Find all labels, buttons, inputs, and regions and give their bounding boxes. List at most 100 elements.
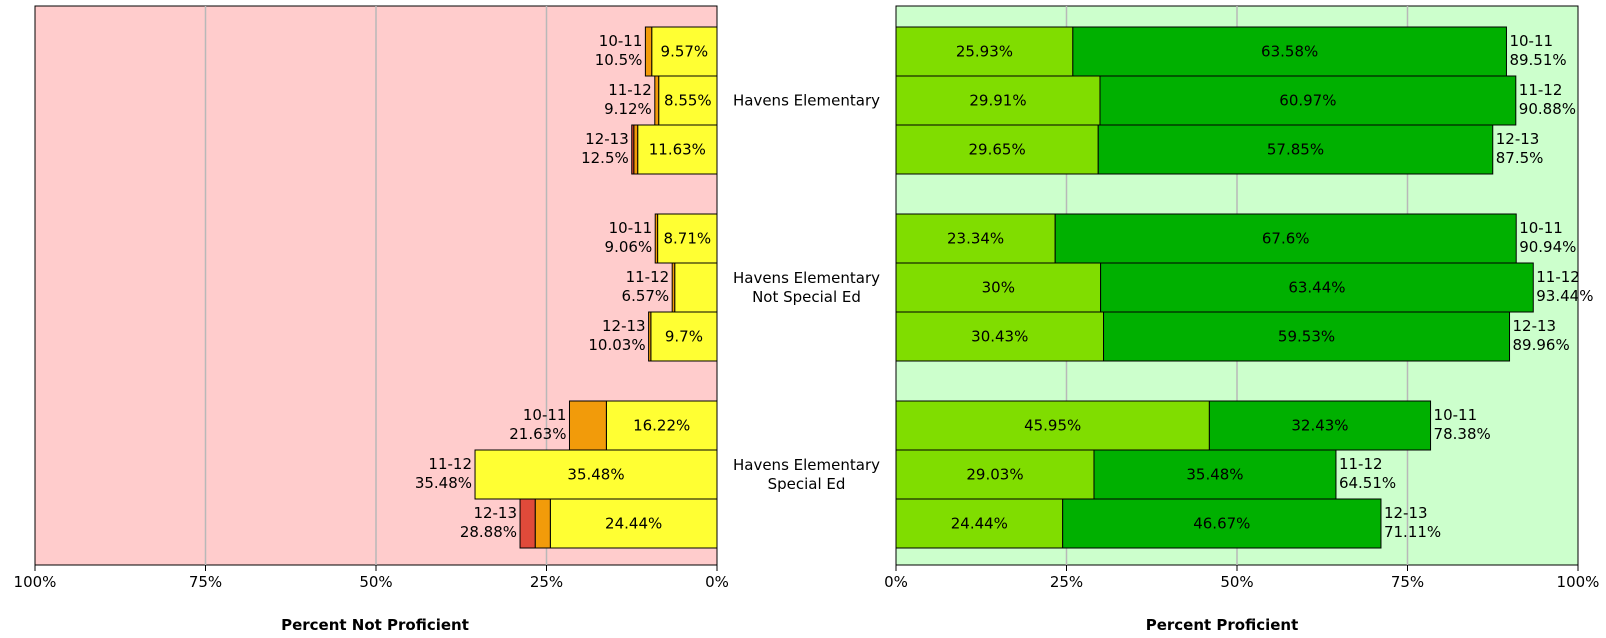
- not-proficient-segment: [674, 262, 718, 313]
- group-label: Havens Elementary: [733, 92, 880, 110]
- not-proficient-segment: [644, 26, 653, 77]
- bar-value-label: 60.97%: [1279, 92, 1336, 110]
- bar-year-label: 10-11: [599, 32, 643, 50]
- proficient-segment: [1093, 449, 1337, 500]
- bar-value-label: 35.48%: [1186, 466, 1243, 484]
- bar-value-label: 63.58%: [1261, 43, 1318, 61]
- bar-value-label: 25.93%: [956, 43, 1013, 61]
- not-proficient-segment: [568, 400, 607, 451]
- proficient-segment: [1099, 75, 1517, 126]
- bar-value-label: 30.43%: [971, 328, 1028, 346]
- bar-year-label: 11-12: [626, 268, 670, 286]
- bar-total-label: 89.51%: [1509, 51, 1566, 69]
- bar-value-label: 59.53%: [1278, 328, 1335, 346]
- bar-year-label: 12-13: [585, 130, 629, 148]
- proficient-segment: [895, 124, 1099, 175]
- bar-total-label: 9.06%: [605, 238, 653, 256]
- bar-year-label: 12-13: [1384, 504, 1428, 522]
- bar-year-label: 12-13: [473, 504, 517, 522]
- bar-total-label: 35.48%: [415, 474, 472, 492]
- bar-value-label: 32.43%: [1291, 417, 1348, 435]
- bar-year-label: 10-11: [1509, 32, 1553, 50]
- proficient-panel: 0% 25% 50% 75% 100%25.93% 63.58%10-1189.51%29…: [884, 5, 1600, 591]
- bar-value-label: 29.65%: [969, 141, 1026, 159]
- proficient-segment: [1062, 498, 1382, 549]
- bar-value-label: 29.03%: [966, 466, 1023, 484]
- bar-value-label: 11.63%: [649, 141, 706, 159]
- bar-total-label: 10.03%: [588, 336, 645, 354]
- bar-value-label: 9.57%: [661, 43, 709, 61]
- bar-total-label: 71.11%: [1384, 523, 1441, 541]
- right-tick-label: 0%: [884, 573, 908, 591]
- not-proficient-segment: [637, 124, 718, 175]
- left-tick-label: 100%: [14, 573, 57, 591]
- bar-total-label: 90.94%: [1519, 238, 1576, 256]
- bar-total-label: 10.5%: [595, 51, 643, 69]
- proficient-segment: [1097, 124, 1494, 175]
- bar-total-label: 12.5%: [581, 149, 629, 167]
- bar-value-label: 30%: [982, 279, 1015, 297]
- right-tick-label: 100%: [1557, 573, 1600, 591]
- bar-year-label: 12-13: [1513, 317, 1557, 335]
- not-proficient-segment: [654, 213, 659, 264]
- group-label: Havens Elementary: [733, 269, 880, 287]
- right-tick-label: 25%: [1050, 573, 1083, 591]
- not-proficient-segment: [654, 75, 660, 126]
- group-label: Not Special Ed: [752, 288, 861, 306]
- bar-year-label: 11-12: [1339, 455, 1383, 473]
- bar-year-label: 11-12: [1519, 81, 1563, 99]
- proficient-segment: [895, 75, 1101, 126]
- bar-year-label: 11-12: [428, 455, 472, 473]
- proficient-segment: [895, 26, 1074, 77]
- left-tick-label: 0%: [705, 573, 729, 591]
- bar-value-label: 23.34%: [947, 230, 1004, 248]
- bar-value-label: 9.7%: [665, 328, 703, 346]
- proficient-segment: [1103, 311, 1511, 362]
- bar-total-label: 78.38%: [1434, 425, 1491, 443]
- bar-value-label: 24.44%: [951, 515, 1008, 533]
- bar-value-label: 57.85%: [1267, 141, 1324, 159]
- proficient-segment: [1208, 400, 1432, 451]
- bar-year-label: 11-12: [608, 81, 652, 99]
- bar-value-label: 45.95%: [1024, 417, 1081, 435]
- bar-total-label: 93.44%: [1536, 287, 1593, 305]
- right-x-axis-title: Percent Proficient: [1146, 616, 1299, 634]
- not-proficient-segment: [648, 311, 652, 362]
- bar-total-label: 6.57%: [622, 287, 670, 305]
- bar-value-label: 29.91%: [969, 92, 1026, 110]
- bar-total-label: 28.88%: [460, 523, 517, 541]
- proficient-segment: [1072, 26, 1507, 77]
- bar-total-label: 87.5%: [1496, 149, 1544, 167]
- bar-year-label: 10-11: [1434, 406, 1478, 424]
- bar-value-label: 35.48%: [567, 466, 624, 484]
- not-proficient-segment: [605, 400, 718, 451]
- left-x-axis-title: Percent Not Proficient: [281, 616, 469, 634]
- right-tick-label: 75%: [1391, 573, 1424, 591]
- bar-value-label: 63.44%: [1288, 279, 1345, 297]
- bar-year-label: 10-11: [609, 219, 653, 237]
- left-tick-label: 50%: [359, 573, 392, 591]
- not-proficient-segment: [631, 124, 635, 175]
- bar-value-label: 67.6%: [1262, 230, 1310, 248]
- not-proficient-panel: 100% 75% 50% 25% 0%9.57%10-1110.5%8.55%11-12…: [14, 5, 729, 591]
- group-label: Havens Elementary: [733, 456, 880, 474]
- group-label: Special Ed: [768, 475, 846, 493]
- bar-total-label: 90.88%: [1519, 100, 1576, 118]
- left-tick-label: 25%: [530, 573, 563, 591]
- bar-value-label: 24.44%: [605, 515, 662, 533]
- not-proficient-segment: [658, 75, 718, 126]
- not-proficient-segment: [671, 262, 676, 313]
- not-proficient-segment: [650, 311, 718, 362]
- bar-value-label: 8.55%: [664, 92, 712, 110]
- bar-total-label: 21.63%: [509, 425, 566, 443]
- not-proficient-segment: [633, 124, 639, 175]
- bar-total-label: 89.96%: [1513, 336, 1570, 354]
- bar-total-label: 64.51%: [1339, 474, 1396, 492]
- not-proficient-segment: [474, 449, 718, 500]
- proficient-segment: [895, 400, 1210, 451]
- bar-value-label: 46.67%: [1193, 515, 1250, 533]
- not-proficient-segment: [549, 498, 718, 549]
- proficient-segment: [1054, 213, 1517, 264]
